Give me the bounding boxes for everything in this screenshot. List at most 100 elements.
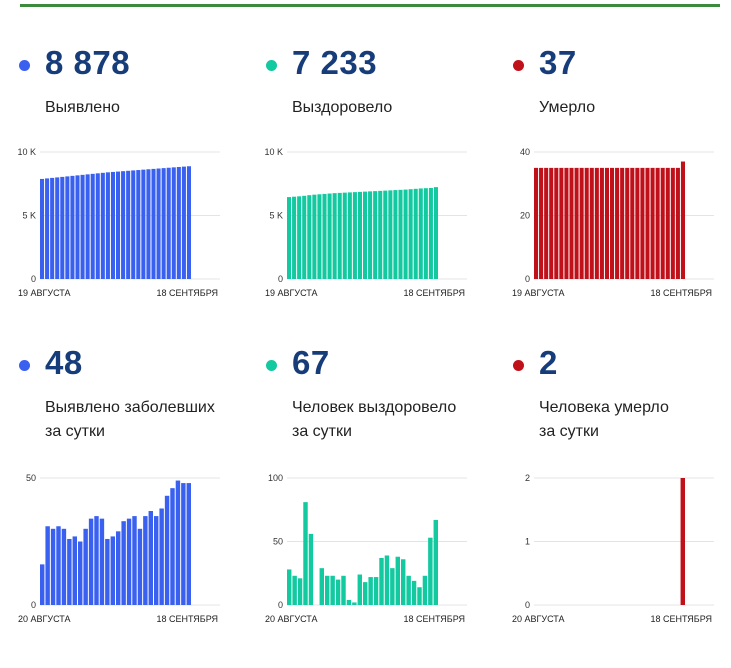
bar xyxy=(110,536,115,605)
bar-chart: 0 50 20 АВГУСТА 18 СЕНТЯБРЯ xyxy=(18,473,220,624)
y-tick-label: 5 K xyxy=(22,211,36,221)
stat-value: 48 xyxy=(45,344,83,381)
bar-chart: 0 1 2 20 АВГУСТА 18 СЕНТЯБРЯ xyxy=(512,473,714,624)
bar xyxy=(171,167,176,279)
bar xyxy=(395,556,400,605)
bar xyxy=(625,167,630,279)
bar xyxy=(363,582,368,605)
bar xyxy=(413,188,418,279)
legend-dot-icon xyxy=(513,60,524,71)
bar xyxy=(655,167,660,279)
bar xyxy=(594,167,599,279)
bar xyxy=(141,169,146,279)
bar xyxy=(398,189,403,279)
x-tick-label: 20 АВГУСТА xyxy=(512,614,565,624)
bar xyxy=(80,174,85,279)
bar xyxy=(287,569,292,605)
bar xyxy=(574,167,579,279)
bar xyxy=(403,189,408,279)
bar xyxy=(186,483,191,605)
bar-chart: 0 5 K 10 K 19 АВГУСТА 18 СЕНТЯБРЯ xyxy=(17,147,220,298)
bar xyxy=(368,577,373,605)
stat-label: Выздоровело xyxy=(292,99,393,116)
y-tick-label: 5 K xyxy=(269,211,283,221)
stat-label: Выявлено заболевших xyxy=(45,399,215,416)
bar xyxy=(564,167,569,279)
bar xyxy=(95,173,100,279)
bar xyxy=(534,167,539,279)
bar xyxy=(70,175,75,279)
bar xyxy=(154,516,159,605)
bar xyxy=(121,521,126,605)
bar xyxy=(539,167,544,279)
bar xyxy=(88,518,94,605)
bar xyxy=(67,538,72,605)
stat-label: Умерло xyxy=(539,99,596,116)
bar xyxy=(126,170,131,279)
bar xyxy=(357,574,362,605)
y-tick-label: 1 xyxy=(525,537,530,547)
bar xyxy=(186,166,191,279)
bar xyxy=(164,495,170,605)
y-tick-label: 0 xyxy=(525,600,530,610)
bar xyxy=(105,172,110,279)
bar xyxy=(342,192,347,279)
x-tick-label: 20 АВГУСТА xyxy=(265,614,318,624)
bar xyxy=(297,196,302,279)
bar xyxy=(332,193,337,279)
bar-chart: 0 20 40 19 АВГУСТА 18 СЕНТЯБРЯ xyxy=(512,147,714,298)
y-tick-label: 40 xyxy=(520,147,530,157)
bar xyxy=(411,580,417,605)
x-tick-label: 19 АВГУСТА xyxy=(265,288,318,298)
bar xyxy=(615,167,620,279)
bar xyxy=(85,174,90,279)
bar xyxy=(544,167,549,279)
x-tick-label: 18 СЕНТЯБРЯ xyxy=(156,288,218,298)
stat-card: 2 Человека умерло за сутки 0 1 2 20 АВГУСТА 18 … xyxy=(512,340,731,640)
bar xyxy=(292,196,297,279)
bar xyxy=(406,575,411,605)
y-tick-label: 2 xyxy=(525,473,530,483)
bar xyxy=(161,168,166,279)
bar xyxy=(554,167,559,279)
bar xyxy=(151,168,156,279)
bar xyxy=(401,559,406,605)
y-tick-label: 0 xyxy=(525,274,530,284)
bar xyxy=(55,177,60,279)
y-tick-label: 0 xyxy=(31,274,36,284)
bar xyxy=(384,555,390,605)
bar xyxy=(346,599,352,605)
legend-dot-icon xyxy=(266,360,277,371)
bar xyxy=(175,480,181,605)
y-tick-label: 20 xyxy=(520,211,530,221)
bar xyxy=(330,575,335,605)
bar xyxy=(379,558,384,605)
bar xyxy=(589,167,594,279)
top-divider xyxy=(20,4,720,7)
bar xyxy=(302,195,307,279)
stat-card: 7 233 Выздоровело 0 5 K 10 K 19 АВГУСТА 18 СЕН… xyxy=(264,40,495,340)
bar xyxy=(423,188,428,279)
bar xyxy=(322,193,327,279)
legend-dot-icon xyxy=(19,360,30,371)
bar xyxy=(312,194,317,279)
bar xyxy=(45,178,50,279)
bar xyxy=(50,528,56,605)
legend-dot-icon xyxy=(266,60,277,71)
y-tick-label: 10 K xyxy=(264,147,283,157)
stat-value: 2 xyxy=(539,344,558,381)
bar xyxy=(368,191,373,279)
y-tick-label: 0 xyxy=(31,600,36,610)
bar xyxy=(347,192,352,279)
bar xyxy=(78,541,83,605)
bar xyxy=(635,167,640,279)
bar xyxy=(645,167,650,279)
bar xyxy=(121,171,126,279)
stat-label: за сутки xyxy=(45,423,105,440)
bar xyxy=(132,516,137,605)
bar xyxy=(378,190,383,279)
bar xyxy=(357,191,362,279)
bar xyxy=(166,167,171,279)
bar xyxy=(373,191,378,279)
bar xyxy=(287,197,292,279)
